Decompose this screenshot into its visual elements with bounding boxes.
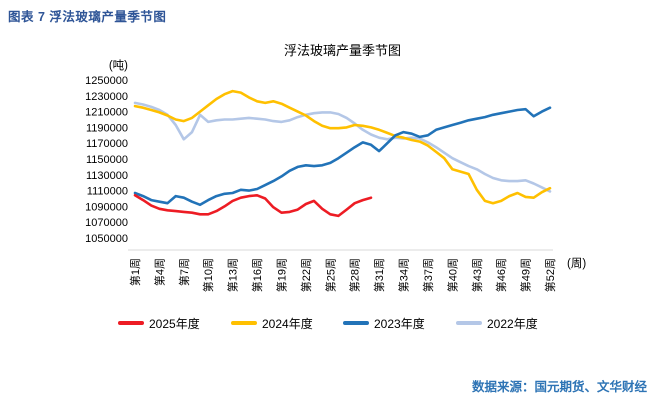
y-tick-label: 1050000 <box>85 233 128 245</box>
legend-swatch <box>231 321 257 325</box>
y-tick-label: 1110000 <box>87 186 128 198</box>
x-tick-label: 第46周 <box>494 258 508 292</box>
y-tick-label: 1130000 <box>86 170 128 182</box>
figure-caption: 图表 7 浮法玻璃产量季节图 <box>8 10 167 24</box>
legend-item-2024年度: 2024年度 <box>231 316 313 331</box>
x-tick-label: 第13周 <box>226 258 240 292</box>
y-tick-label: 1190000 <box>86 122 128 134</box>
chart-title: 浮法玻璃产量季节图 <box>283 43 401 58</box>
legend-swatch <box>343 321 369 325</box>
y-tick-label: 1090000 <box>85 201 128 213</box>
y-tick-label: 1150000 <box>86 154 128 166</box>
series-line-2024年度 <box>133 89 552 205</box>
series-line-2025年度 <box>133 194 373 218</box>
x-tick-label: 第19周 <box>274 258 288 292</box>
x-tick-label: 第1周 <box>128 258 142 286</box>
legend-swatch <box>118 321 144 325</box>
x-tick-label: 第22周 <box>299 258 313 292</box>
y-tick-label: 1070000 <box>85 217 128 229</box>
legend-label: 2025年度 <box>149 316 200 331</box>
legend-swatch <box>456 321 482 325</box>
x-tick-label: 第28周 <box>348 258 362 292</box>
series-line-2022年度 <box>133 101 552 193</box>
x-tick-label: 第10周 <box>201 258 215 292</box>
y-tick-label: 1230000 <box>85 91 128 103</box>
data-source: 数据来源：国元期货、文华财经 <box>471 380 647 394</box>
legend-label: 2023年度 <box>374 316 425 331</box>
x-tick-label: 第4周 <box>152 258 166 286</box>
x-tick-label: 第37周 <box>421 258 435 292</box>
x-tick-label: 第25周 <box>323 258 337 292</box>
legend-label: 2022年度 <box>487 316 538 331</box>
legend-item-2022年度: 2022年度 <box>456 316 538 331</box>
legend-label: 2024年度 <box>262 316 313 331</box>
chart-plot: 1250000 1230000 1210000 1190000 1170000 11500… <box>85 75 557 292</box>
series-line-2023年度 <box>133 106 552 207</box>
y-tick-label: 1210000 <box>85 107 128 119</box>
x-tick-label: 第49周 <box>519 258 533 292</box>
x-tick-label: 第7周 <box>177 258 191 286</box>
legend-item-2023年度: 2023年度 <box>343 316 425 331</box>
x-tick-label: 第34周 <box>397 258 411 292</box>
y-tick-label: 1250000 <box>85 75 128 87</box>
y-tick-label: 1170000 <box>86 138 128 150</box>
x-tick-label: 第31周 <box>372 258 386 292</box>
x-axis-unit-label: (周) <box>567 258 587 270</box>
x-tick-label: 第52周 <box>543 258 557 292</box>
x-tick-label: 第40周 <box>445 258 459 292</box>
x-tick-label: 第16周 <box>250 258 264 292</box>
legend-item-2025年度: 2025年度 <box>118 316 200 331</box>
y-axis-unit-label: (吨) <box>108 60 128 72</box>
x-tick-label: 第43周 <box>470 258 484 292</box>
